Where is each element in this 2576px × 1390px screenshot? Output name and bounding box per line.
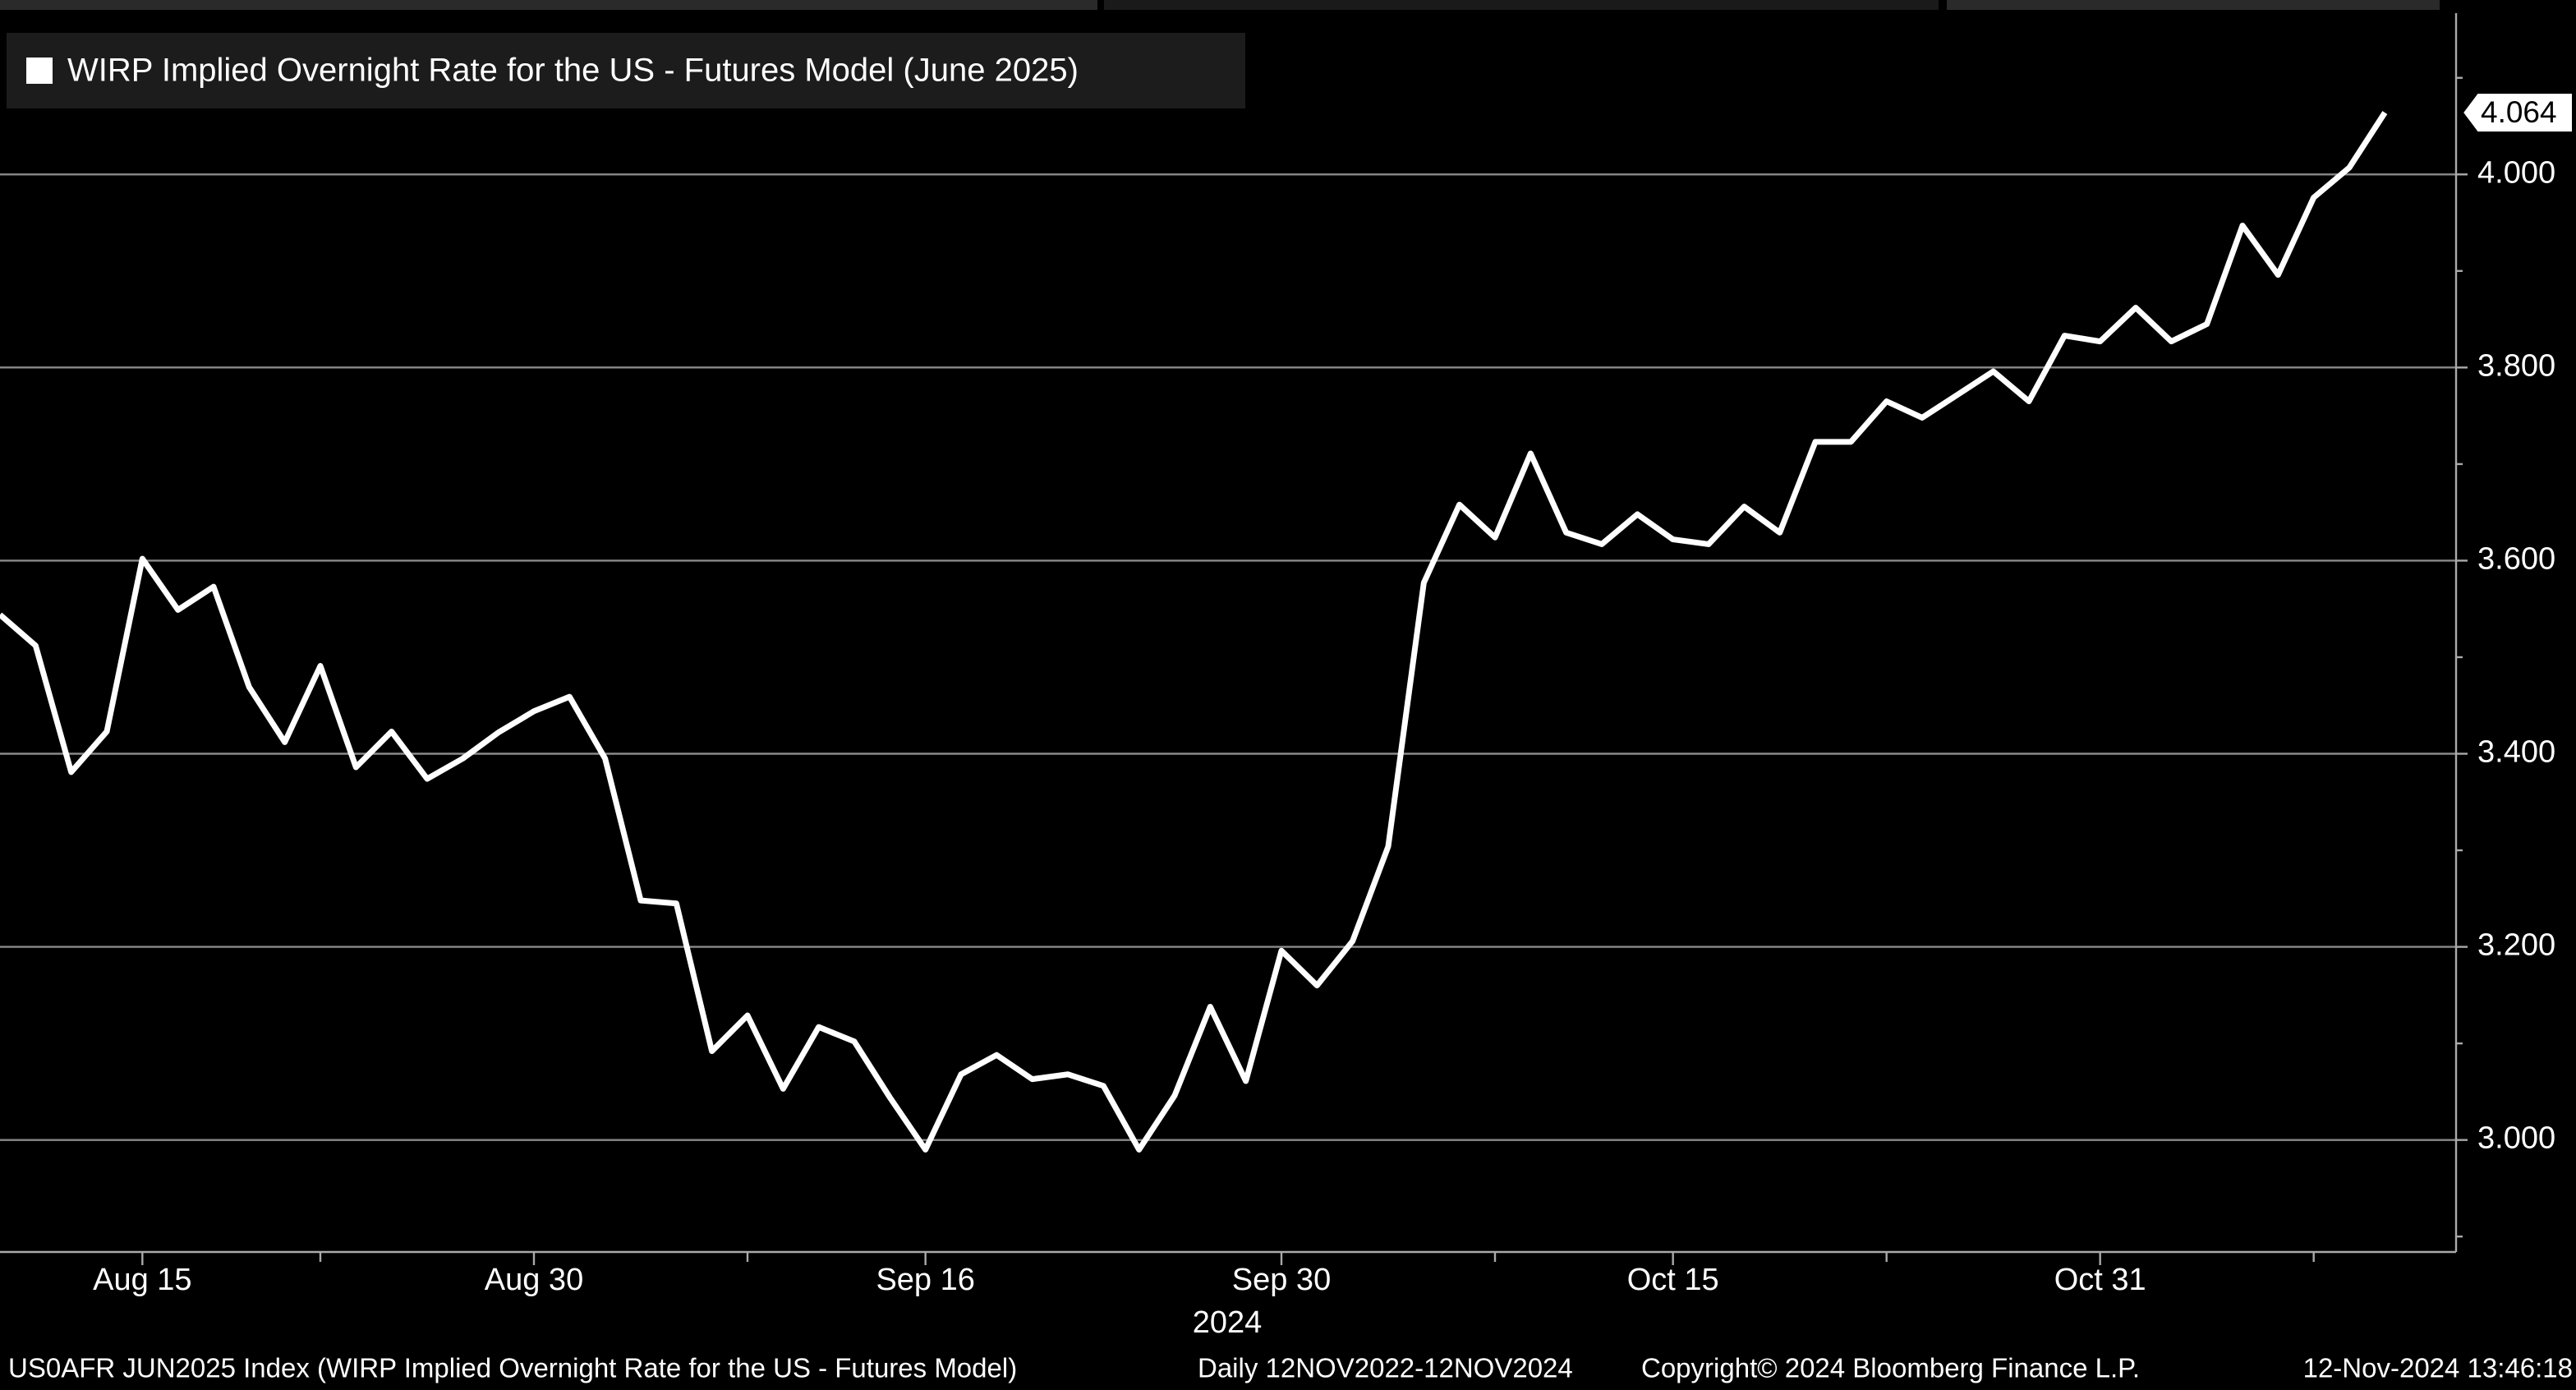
legend-label: WIRP Implied Overnight Rate for the US -…	[67, 53, 1079, 89]
y-tick-label: 3.000	[2477, 1121, 2555, 1156]
value-label: 4.064	[2481, 95, 2557, 129]
y-tick-label: 3.800	[2477, 348, 2555, 383]
top-strip	[1947, 0, 2440, 10]
x-tick-label: Oct 31	[2054, 1263, 2146, 1297]
y-tick-label: 3.400	[2477, 735, 2555, 770]
axes: 3.000 3.200 3.400 3.600 3.800 4.000 Aug 15 Aug …	[0, 13, 2574, 1297]
top-strip	[1104, 0, 1939, 10]
y-tick-label: 4.000	[2477, 155, 2555, 190]
plot-area	[0, 111, 2388, 1153]
legend-swatch	[26, 58, 53, 84]
value-callout	[2461, 92, 2574, 134]
line-series	[0, 111, 2388, 1153]
x-year-label: 2024	[1193, 1305, 1263, 1340]
x-tick-label: Sep 30	[1232, 1263, 1331, 1297]
footer-period: Daily 12NOV2022-12NOV2024	[1198, 1353, 1573, 1383]
x-tick-label: Sep 16	[876, 1263, 974, 1297]
x-tick-label: Aug 15	[93, 1263, 191, 1297]
footer-copyright: Copyright© 2024 Bloomberg Finance L.P.	[1641, 1353, 2140, 1383]
footer-timestamp: 12-Nov-2024 13:46:18	[2303, 1353, 2573, 1383]
y-tick-label: 3.600	[2477, 541, 2555, 576]
footer-source: US0AFR JUN2025 Index (WIRP Implied Overn…	[8, 1353, 1017, 1383]
legend-box	[7, 33, 1245, 108]
x-tick-label: Oct 15	[1627, 1263, 1719, 1297]
x-tick-label: Aug 30	[485, 1263, 583, 1297]
y-tick-label: 3.200	[2477, 928, 2555, 963]
top-strip	[0, 0, 1097, 10]
